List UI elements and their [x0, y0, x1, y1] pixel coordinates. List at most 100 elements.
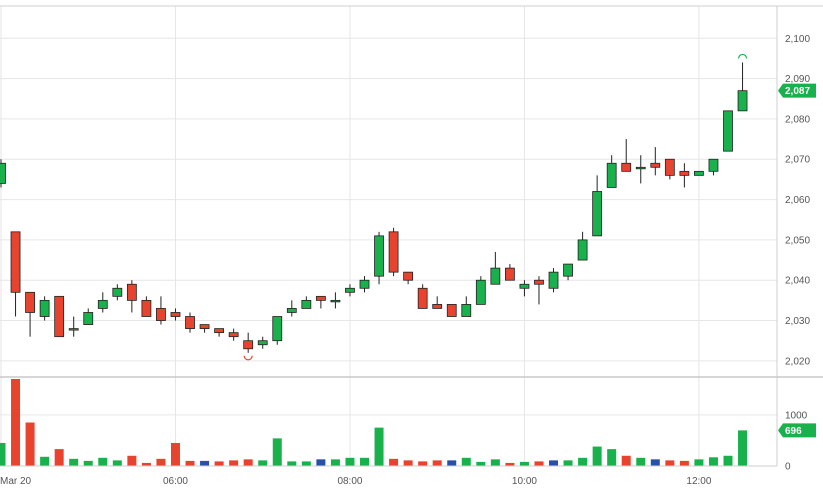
candle-body	[330, 299, 341, 303]
candle-body	[461, 304, 472, 317]
axes-layer	[0, 5, 823, 467]
candle-body	[68, 328, 79, 331]
volume-bar	[69, 458, 79, 466]
volume-bar	[738, 430, 748, 466]
volume-tick-label: 1000	[785, 410, 808, 421]
candle-body	[374, 235, 384, 277]
price-tick-label: 2,090	[785, 74, 810, 85]
volume-bar	[156, 458, 166, 466]
candle-body	[504, 267, 515, 281]
volume-bar	[374, 427, 384, 466]
candle-body	[301, 299, 312, 309]
candles-layer	[0, 62, 748, 353]
candle-body	[534, 279, 544, 285]
price-tick-label: 2,060	[785, 195, 810, 206]
candle-body	[286, 308, 297, 313]
last-volume-label: 696	[785, 426, 802, 437]
volume-bar	[549, 460, 559, 466]
volume-bar	[0, 442, 6, 466]
time-tick-labels: Mar 20 06:00 08:00 10:00 12:00	[0, 476, 712, 487]
candle-body	[708, 158, 719, 172]
candle-body	[112, 287, 123, 297]
candle-body	[54, 295, 65, 338]
volume-bar	[679, 460, 689, 466]
volume-bar	[301, 461, 311, 466]
volume-tick-label: 0	[785, 462, 791, 473]
low-marker	[243, 355, 253, 361]
candle-body	[39, 299, 50, 317]
volume-bar	[200, 460, 210, 466]
price-tick-label: 2,040	[785, 276, 810, 287]
candle-body	[185, 316, 195, 330]
volume-bar	[461, 457, 471, 466]
candle-body	[272, 316, 283, 342]
candle-body	[257, 340, 268, 346]
candle-body	[345, 287, 355, 293]
volume-tick-labels: 0 1000	[785, 410, 808, 472]
volume-bar	[98, 457, 108, 466]
candle-body	[170, 312, 181, 317]
candle-body	[0, 162, 6, 184]
volume-bar	[621, 455, 631, 466]
volume-bar	[490, 459, 500, 466]
candle-body	[490, 267, 501, 285]
candle-body	[417, 287, 428, 309]
volume-bar	[650, 459, 660, 466]
price-tick-label: 2,100	[785, 34, 810, 45]
candle-body	[694, 170, 704, 176]
candle-body	[214, 328, 225, 334]
candle-body	[10, 231, 21, 293]
volume-bar	[170, 442, 180, 466]
candle-body	[606, 162, 617, 188]
candle-body	[446, 304, 457, 317]
volume-bar	[505, 462, 515, 466]
volume-bar	[272, 438, 282, 466]
price-tick-label: 2,080	[785, 114, 810, 125]
volume-bar	[112, 460, 122, 466]
volume-bar	[54, 449, 64, 466]
volume-bar	[258, 460, 268, 466]
candle-body	[403, 271, 414, 281]
volume-bar	[636, 457, 646, 466]
volume-bar	[127, 455, 137, 466]
candle-body	[621, 162, 632, 172]
last-price-tag-shape	[778, 83, 816, 98]
volume-bar	[287, 461, 297, 466]
price-tick-labels: 2,020 2,030 2,040 2,050 2,060 2,070 2,080 2,090…	[785, 34, 810, 368]
volume-bar	[141, 462, 151, 466]
time-tick-label: 12:00	[686, 476, 711, 487]
candle-body	[141, 299, 152, 317]
candle-body	[228, 332, 239, 338]
candle-body	[548, 271, 559, 289]
volume-bar	[447, 460, 457, 466]
candle-body	[83, 312, 94, 325]
grid-lines	[0, 6, 777, 466]
volume-bar	[229, 460, 239, 466]
candle-body	[664, 158, 675, 176]
candle-body	[563, 263, 573, 277]
candle-body	[156, 308, 166, 321]
time-tick-label: Mar 20	[0, 476, 32, 487]
volume-bar	[519, 461, 529, 466]
time-tick-label: 06:00	[163, 476, 188, 487]
price-tick-label: 2,050	[785, 235, 810, 246]
volume-bar	[389, 458, 399, 466]
volume-bar	[708, 457, 718, 466]
candle-body	[359, 279, 370, 289]
volume-bar	[418, 461, 428, 466]
volume-bar	[25, 422, 35, 466]
time-tick-label: 10:00	[512, 476, 537, 487]
candle-body	[199, 324, 210, 330]
volume-bar	[723, 455, 733, 466]
price-tick-label: 2,030	[785, 316, 810, 327]
volume-bar	[345, 457, 355, 466]
volume-bar	[665, 460, 675, 466]
candle-body	[475, 279, 486, 305]
volume-bar	[592, 446, 602, 466]
volume-bar	[316, 459, 326, 466]
volume-bar	[214, 461, 224, 466]
last-price-tag: 2,087	[778, 83, 816, 98]
candle-body	[592, 191, 603, 237]
price-tick-label: 2,070	[785, 155, 810, 166]
